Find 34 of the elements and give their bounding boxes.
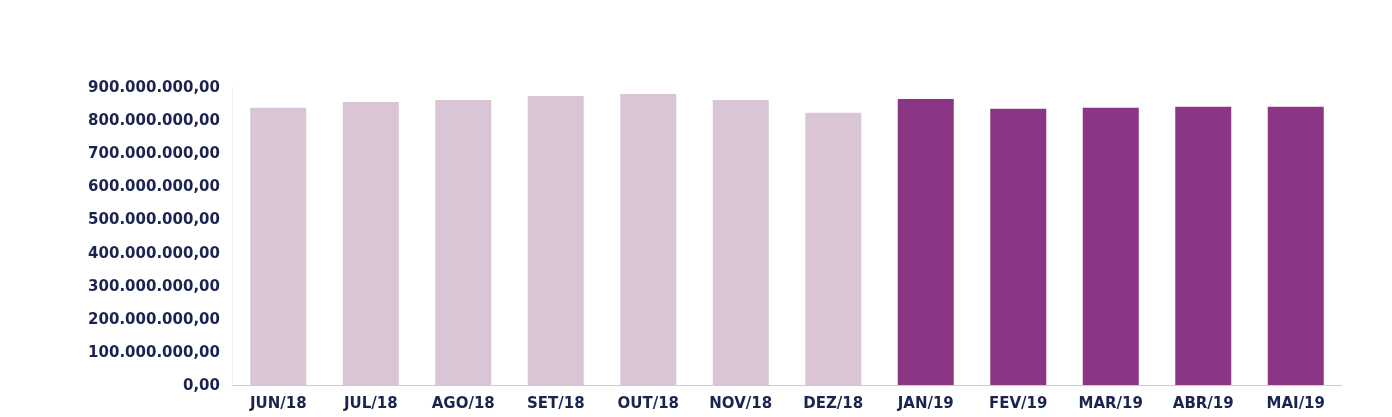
x-tick-label: JUL/18 [342, 393, 398, 412]
x-tick-label: NOV/18 [709, 393, 773, 412]
bar [250, 107, 307, 385]
x-tick-label: JUN/18 [248, 393, 307, 412]
y-tick-label: 300.000.000,00 [88, 276, 220, 295]
x-tick-label: AGO/18 [431, 393, 495, 412]
bar [342, 101, 399, 385]
bar [527, 95, 584, 385]
x-tick-label: JAN/19 [896, 393, 954, 412]
bar [712, 99, 769, 385]
bar [805, 112, 862, 385]
y-tick-label: 800.000.000,00 [88, 111, 220, 130]
bar [1267, 106, 1324, 385]
y-tick-label: 200.000.000,00 [88, 309, 220, 328]
y-tick-label: 900.000.000,00 [88, 78, 220, 96]
bar [1082, 107, 1139, 385]
x-tick-label: MAI/19 [1266, 393, 1325, 412]
y-tick-label: 100.000.000,00 [88, 342, 220, 361]
y-tick-label: 500.000.000,00 [88, 210, 220, 229]
bar [620, 93, 677, 385]
y-tick-label: 600.000.000,00 [88, 177, 220, 196]
bar [897, 98, 954, 385]
x-tick-label: ABR/19 [1172, 393, 1234, 412]
x-tick-label: MAR/19 [1078, 393, 1143, 412]
y-tick-label: 0,00 [182, 376, 220, 394]
bar [990, 108, 1047, 385]
bar [435, 99, 492, 385]
x-tick-label: OUT/18 [617, 393, 680, 412]
x-tick-label: SET/18 [526, 393, 585, 412]
y-tick-label: 400.000.000,00 [88, 243, 220, 262]
y-tick-label: 700.000.000,00 [88, 144, 220, 163]
bar [1175, 106, 1232, 385]
x-tick-label: FEV/19 [989, 393, 1048, 412]
x-tick-label: DEZ/18 [803, 393, 864, 412]
